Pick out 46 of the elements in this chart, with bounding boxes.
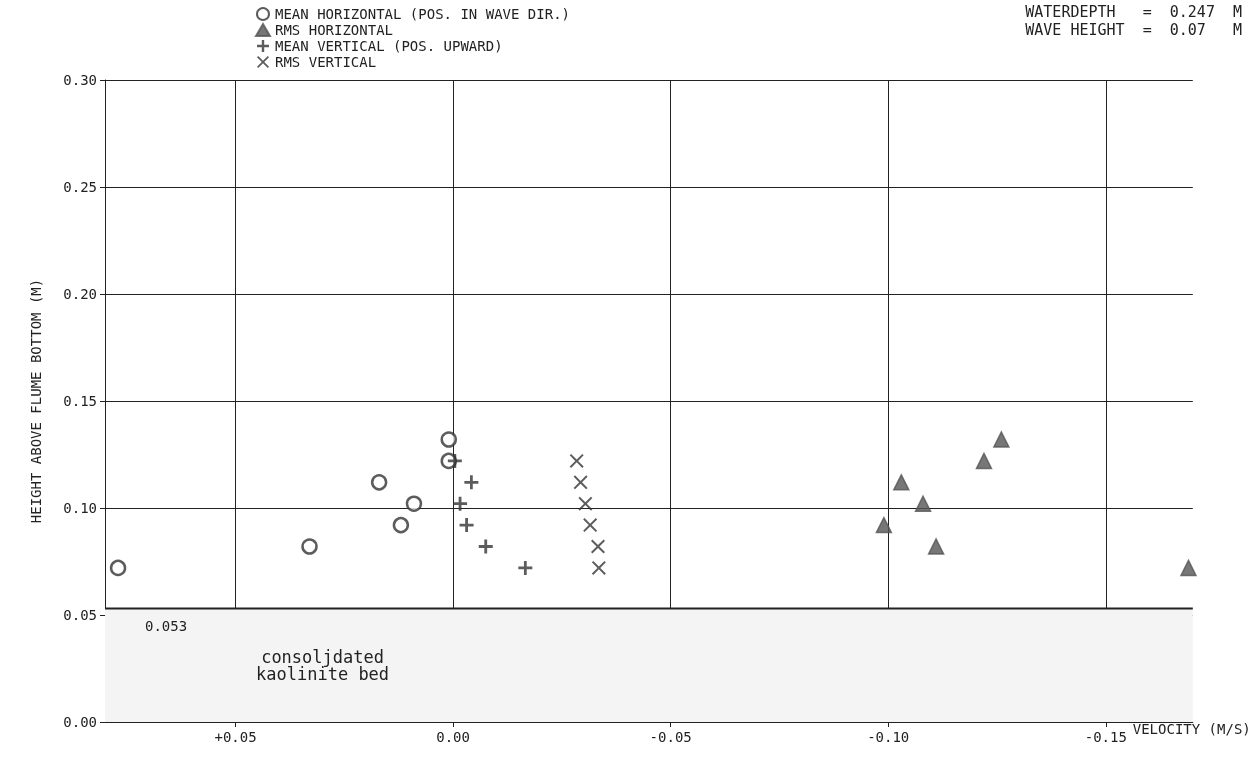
legend-label: MEAN VERTICAL (POS. UPWARD) (275, 38, 503, 54)
x-tick-label: 0.00 (436, 729, 470, 745)
x-tick-label: -0.05 (649, 729, 692, 745)
band-label: consoljdated kaolinite bed (256, 646, 390, 684)
point (975, 452, 993, 470)
point (301, 538, 318, 555)
point (578, 496, 593, 511)
point (109, 559, 127, 577)
y-tick-label: 0.05 (63, 607, 97, 623)
point (573, 475, 588, 490)
point (927, 538, 945, 555)
x-tick-label: +0.05 (214, 729, 257, 745)
legend-label: RMS VERTICAL (275, 54, 377, 70)
y-tick-label: 0.15 (63, 393, 97, 409)
ref-line-label: 0.053 (145, 617, 188, 634)
point (583, 518, 598, 533)
x-axis-title: VELOCITY (M/S) (1132, 721, 1250, 737)
y-tick-label: 0.30 (63, 72, 97, 88)
point (453, 496, 468, 511)
y-tick-label: 0.00 (63, 714, 97, 730)
point (993, 431, 1010, 448)
point (591, 560, 606, 575)
point (392, 516, 410, 534)
x-tick-label: -0.10 (867, 729, 910, 745)
point (459, 518, 474, 533)
legend-label: MEAN HORIZONTAL (POS. IN WAVE DIR.) (275, 6, 571, 22)
point (893, 474, 910, 491)
legend-label: RMS HORIZONTAL (275, 22, 394, 38)
point (914, 495, 932, 512)
text: WATERDEPTH = 0.247 M (1025, 2, 1243, 21)
y-tick-label: 0.20 (63, 286, 97, 302)
y-tick-label: 0.25 (63, 179, 97, 195)
point (875, 516, 893, 534)
point (370, 474, 388, 491)
point (440, 431, 457, 448)
text: WAVE HEIGHT = 0.07 M (1025, 20, 1243, 39)
point (569, 453, 584, 468)
point (518, 560, 533, 575)
point (447, 453, 462, 468)
y-axis-title: HEIGHT ABOVE FLUME BOTTOM (M) (28, 278, 44, 524)
point (405, 495, 423, 512)
x-tick-label: -0.15 (1084, 729, 1127, 745)
y-tick-label: 0.10 (63, 500, 97, 516)
point (464, 475, 479, 490)
point (478, 539, 493, 554)
point (1180, 559, 1197, 577)
